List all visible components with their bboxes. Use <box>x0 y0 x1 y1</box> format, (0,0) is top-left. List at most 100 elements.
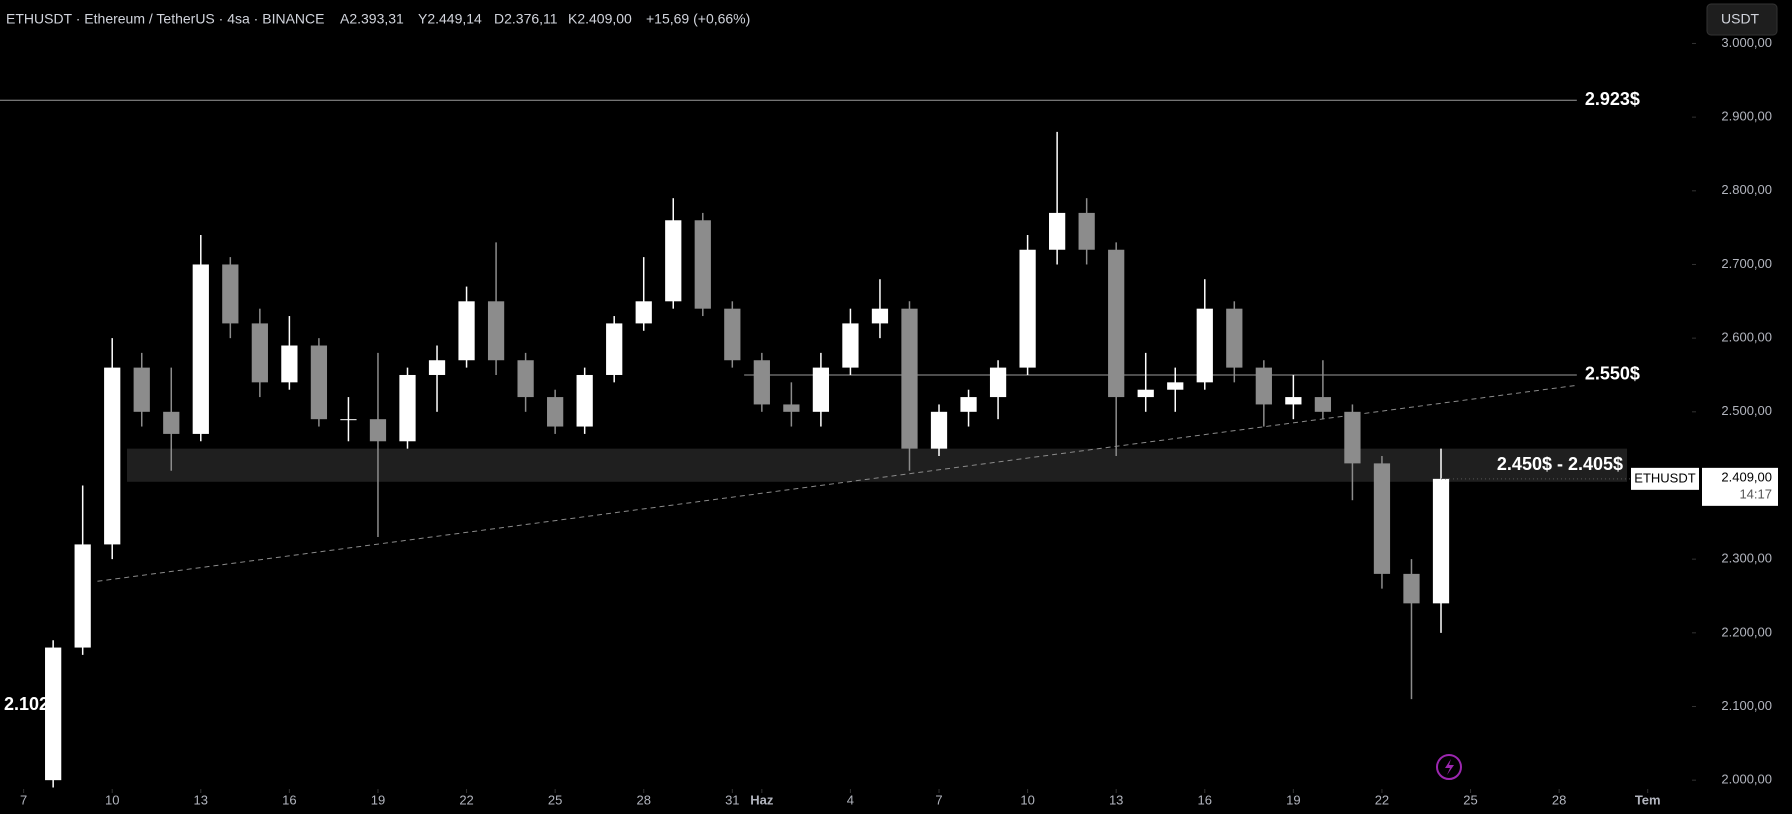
candle-body <box>1344 411 1361 464</box>
header-low: D2.376,11 <box>494 11 558 27</box>
x-tick-label: 25 <box>548 792 562 807</box>
x-tick-label: 25 <box>1463 792 1477 807</box>
x-tick-label: 13 <box>194 792 208 807</box>
x-tick-label: 22 <box>1375 792 1389 807</box>
y-tick-label: 2.700,00 <box>1721 256 1772 271</box>
x-tick-label: 19 <box>371 792 385 807</box>
candle-body <box>369 419 387 442</box>
x-tick-label: 13 <box>1109 792 1123 807</box>
candle-body <box>989 367 1007 398</box>
candle-body <box>812 367 830 412</box>
candle-body <box>428 360 446 375</box>
plot: 2.000,002.100,002.200,002.300,002.400,00… <box>0 35 1778 807</box>
candle-body <box>665 220 682 302</box>
x-tick-label: 10 <box>1020 792 1034 807</box>
candle-body <box>871 308 889 324</box>
price-tag <box>1702 467 1778 506</box>
y-tick-label: 2.000,00 <box>1721 772 1772 787</box>
candle-body <box>1167 382 1184 390</box>
x-tick-label: 16 <box>282 792 296 807</box>
candle-body <box>222 264 239 324</box>
candle-body <box>753 360 770 405</box>
x-tick-label: 31 <box>725 792 739 807</box>
symbol-tag-label: ETHUSDT <box>1634 470 1695 485</box>
candle-body <box>192 264 209 434</box>
y-tick-label: 2.800,00 <box>1721 182 1772 197</box>
candle-body <box>1255 367 1272 405</box>
candle-body <box>281 345 298 383</box>
candle-body <box>694 220 711 309</box>
y-tick-label: 2.200,00 <box>1721 624 1772 639</box>
candle-body <box>340 419 357 421</box>
header-change: +15,69 (+0,66%) <box>646 11 750 27</box>
candle-body <box>1373 463 1391 574</box>
candle-body <box>310 345 328 420</box>
x-tick-label: Haz <box>750 792 774 807</box>
x-tick-label: 16 <box>1198 792 1212 807</box>
candle-body <box>783 404 800 412</box>
y-tick-label: 2.300,00 <box>1721 551 1772 566</box>
symbol-tag <box>1631 467 1699 490</box>
candle-body <box>901 308 918 449</box>
x-tick-label: 28 <box>636 792 650 807</box>
candle-body <box>1049 212 1066 250</box>
candle-body <box>576 374 593 427</box>
x-tick-label: 4 <box>847 792 854 807</box>
candle-body <box>1137 389 1154 398</box>
candle-body <box>133 367 150 412</box>
candle-body <box>547 397 564 427</box>
candle-body <box>251 323 268 383</box>
candle-body <box>930 411 948 449</box>
header-open: A2.393,31 <box>340 11 404 27</box>
candle-body <box>842 323 859 368</box>
candle-body <box>960 397 977 412</box>
candle-body <box>1108 249 1125 398</box>
candle-body <box>1403 573 1420 604</box>
alert-icon[interactable] <box>1436 754 1462 780</box>
candle-body <box>724 308 741 361</box>
y-tick-label: 2.900,00 <box>1721 109 1772 124</box>
candle-body <box>1314 397 1332 412</box>
level-label: 2.550$ <box>1585 364 1640 384</box>
candle-body <box>104 367 121 545</box>
candle-body <box>458 301 475 361</box>
x-tick-label: 22 <box>459 792 473 807</box>
candle-body <box>1078 212 1095 250</box>
x-tick-label: Tem <box>1635 792 1661 807</box>
candle-body <box>1019 249 1036 368</box>
candle-body <box>1226 308 1243 368</box>
header-high: Y2.449,14 <box>418 11 482 27</box>
candle-body <box>45 647 62 781</box>
candle-body <box>487 301 505 361</box>
header-symbol: ETHUSDT · Ethereum / TetherUS · 4sa · BI… <box>6 11 324 27</box>
trendline <box>97 384 1577 582</box>
currency-button[interactable] <box>1706 3 1778 36</box>
level-label: 2.923$ <box>1585 89 1640 109</box>
currency-button-label[interactable]: USDT <box>1721 11 1760 27</box>
zone-label: 2.450$ - 2.405$ <box>1497 454 1623 474</box>
candle-body <box>517 360 534 398</box>
y-tick-label: 2.600,00 <box>1721 330 1772 345</box>
y-tick-label: 2.100,00 <box>1721 698 1772 713</box>
x-tick-label: 7 <box>935 792 942 807</box>
y-tick-label: 2.500,00 <box>1721 403 1772 418</box>
candle-body <box>1285 397 1302 405</box>
candle-body <box>1196 308 1213 383</box>
price-tag-label: 2.409,00 <box>1721 469 1772 484</box>
x-tick-label: 19 <box>1286 792 1300 807</box>
alert-bolt <box>1445 759 1454 775</box>
header-close: K2.409,00 <box>568 11 632 27</box>
x-tick-label: 7 <box>20 792 27 807</box>
y-tick-label: 3.000,00 <box>1721 35 1772 50</box>
candle-body <box>606 323 623 375</box>
candle-body <box>399 374 416 442</box>
price-tag-countdown: 14:17 <box>1739 486 1772 501</box>
candle-body <box>635 301 652 324</box>
candle-body <box>1432 478 1450 604</box>
candle-body <box>74 544 91 648</box>
support-zone <box>126 448 1628 482</box>
x-tick-label: 28 <box>1552 792 1566 807</box>
candle-body <box>163 411 180 434</box>
